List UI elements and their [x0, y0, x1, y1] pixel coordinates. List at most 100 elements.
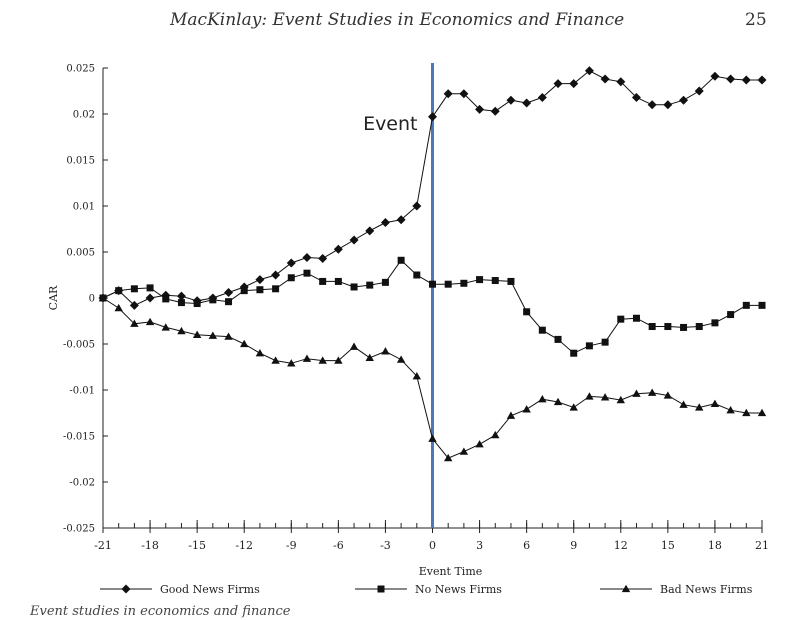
legend-item-no-news-firms: No News Firms — [355, 583, 502, 596]
y-tick-label: 0.005 — [66, 248, 95, 259]
diamond-marker — [396, 215, 406, 225]
diamond-marker — [726, 74, 736, 84]
diamond-marker — [412, 201, 422, 211]
triangle-marker — [443, 453, 453, 462]
triangle-marker — [522, 405, 531, 413]
triangle-marker — [287, 359, 296, 367]
x-tick-label: -3 — [380, 539, 391, 552]
square-marker — [334, 277, 342, 285]
diamond-marker — [679, 95, 689, 105]
x-tick-label: -18 — [141, 539, 159, 552]
chart-axes: 0.025 0.02 0.015 0.01 0.005 0 -0.005 -0.01 -0.01… — [47, 64, 769, 579]
square-marker — [272, 285, 280, 293]
triangle-marker — [396, 355, 406, 363]
triangle-marker — [428, 434, 437, 442]
triangle-marker — [161, 323, 170, 331]
diamond-marker — [380, 218, 390, 228]
diamond-marker — [584, 66, 594, 76]
diamond-marker — [475, 104, 485, 114]
square-marker — [585, 342, 593, 350]
event-label: Event — [363, 113, 417, 135]
diamond-marker — [255, 275, 265, 285]
square-marker — [664, 323, 672, 331]
square-marker — [460, 279, 468, 287]
triangle-marker — [302, 354, 312, 362]
diamond-marker — [459, 89, 469, 99]
triangle-marker — [695, 403, 704, 411]
x-tick-label: 0 — [429, 539, 436, 552]
triangle-marker — [569, 403, 578, 411]
square-marker — [413, 271, 421, 279]
legend-item-good-news-firms: Good News Firms — [100, 583, 260, 596]
triangle-marker — [145, 317, 155, 326]
triangle-marker — [585, 392, 594, 400]
diamond-marker — [710, 71, 720, 81]
triangle-marker — [647, 388, 657, 396]
triangle-marker — [381, 347, 390, 355]
square-marker — [303, 269, 311, 277]
x-tick-label: 9 — [570, 539, 577, 552]
square-marker — [177, 299, 185, 307]
diamond-marker — [443, 89, 453, 99]
y-tick-label: 0.015 — [66, 156, 95, 167]
page-number: 25 — [745, 10, 767, 30]
square-marker — [758, 301, 766, 309]
triangle-marker — [240, 339, 249, 348]
triangle-marker — [600, 393, 610, 401]
square-marker — [256, 286, 264, 294]
page-header-title: MacKinlay: Event Studies in Economics an… — [170, 10, 625, 30]
x-tick-label: 6 — [523, 539, 530, 552]
square-marker — [727, 311, 735, 319]
square-marker — [319, 277, 327, 285]
triangle-marker — [208, 331, 218, 339]
triangle-marker — [491, 430, 500, 439]
triangle-marker — [334, 356, 343, 364]
diamond-marker — [663, 100, 673, 110]
x-tick-label: -9 — [286, 539, 297, 552]
series-good-news-firms — [98, 66, 767, 310]
event-marker: Event — [363, 63, 434, 528]
square-marker — [162, 295, 170, 303]
square-marker — [209, 296, 217, 304]
x-tick-label: 15 — [661, 539, 675, 552]
x-tick-label: -6 — [333, 539, 344, 552]
triangle-marker — [365, 353, 374, 361]
x-tick-label: 3 — [476, 539, 483, 552]
square-marker — [695, 323, 703, 331]
y-tick-label: -0.02 — [69, 478, 95, 489]
square-marker — [554, 335, 562, 343]
diamond-marker — [333, 244, 343, 254]
diamond-marker — [694, 86, 704, 96]
square-marker — [377, 585, 385, 593]
y-tick-label: -0.015 — [63, 432, 95, 443]
diamond-marker — [647, 100, 657, 110]
triangle-marker — [98, 293, 108, 302]
series-bad-news-firms — [98, 293, 767, 462]
diamond-marker — [271, 270, 281, 280]
square-marker — [366, 281, 374, 289]
y-tick-label: 0.025 — [66, 64, 95, 75]
square-marker — [601, 338, 609, 346]
triangle-marker — [271, 356, 280, 364]
diamond-marker — [600, 74, 610, 84]
square-marker — [476, 276, 484, 284]
x-tick-label: 12 — [614, 539, 628, 552]
figure-caption: Event studies in economics and finance — [30, 604, 291, 619]
triangle-marker — [663, 391, 673, 399]
chart-legend: Good News Firms No News Firms Bad News Fir… — [100, 583, 753, 596]
diamond-marker — [553, 79, 563, 89]
square-marker — [507, 277, 515, 285]
diamond-marker — [224, 287, 234, 297]
square-marker — [617, 315, 625, 323]
diamond-marker — [428, 112, 437, 122]
x-axis-label: Event Time — [419, 565, 483, 578]
square-marker — [225, 298, 233, 306]
triangle-marker — [349, 342, 359, 350]
diamond-marker — [490, 106, 500, 116]
series-no-news-firms — [99, 256, 766, 357]
triangle-marker — [710, 399, 720, 407]
square-marker — [193, 300, 201, 308]
triangle-marker — [224, 332, 233, 340]
triangle-marker — [459, 447, 469, 455]
